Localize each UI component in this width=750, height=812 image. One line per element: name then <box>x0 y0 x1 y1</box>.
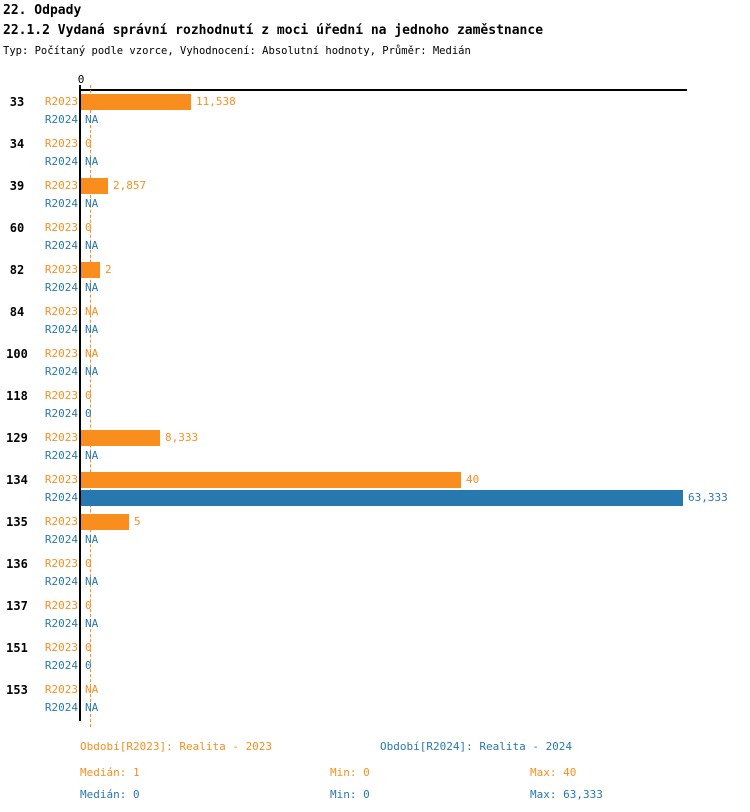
legend-item-r2023: Období[R2023]: Realita - 2023 <box>80 740 273 753</box>
bar-r2023 <box>81 430 160 446</box>
series-row-label: R2023 <box>44 599 78 612</box>
value-label: 0 <box>85 407 92 420</box>
category-label: 137 <box>6 599 28 613</box>
category-label: 129 <box>6 431 28 445</box>
value-label: NA <box>85 683 99 696</box>
series-row-label: R2024 <box>44 701 78 714</box>
value-label: NA <box>85 347 99 360</box>
stat-max-r2023: Max: 40 <box>530 766 577 779</box>
series-row-label: R2023 <box>44 137 78 150</box>
bar-r2023 <box>81 472 461 488</box>
value-label: NA <box>85 197 99 210</box>
category-label: 151 <box>6 641 28 655</box>
series-row-label: R2024 <box>44 575 78 588</box>
value-label: NA <box>85 575 99 588</box>
stat-median-r2024: Medián: 0 <box>80 788 140 801</box>
bar-r2023 <box>81 514 129 530</box>
series-row-label: R2024 <box>44 239 78 252</box>
value-label: NA <box>85 239 99 252</box>
zero-baseline <box>79 85 81 721</box>
value-label: 2 <box>105 263 112 276</box>
category-label: 33 <box>9 95 25 109</box>
category-label: 135 <box>6 515 28 529</box>
value-label: 0 <box>85 389 92 402</box>
value-label: 0 <box>85 221 92 234</box>
series-row-label: R2023 <box>44 641 78 654</box>
value-label: 0 <box>85 641 92 654</box>
value-label: NA <box>85 281 99 294</box>
series-row-label: R2023 <box>44 389 78 402</box>
value-label: 63,333 <box>688 491 728 504</box>
category-label: 136 <box>6 557 28 571</box>
series-row-label: R2024 <box>44 323 78 336</box>
category-label: 34 <box>9 137 25 151</box>
x-axis-line <box>80 89 687 91</box>
series-row-label: R2023 <box>44 95 78 108</box>
value-label: 40 <box>466 473 480 486</box>
value-label: NA <box>85 533 99 546</box>
series-row-label: R2023 <box>44 515 78 528</box>
category-label: 118 <box>6 389 28 403</box>
series-row-label: R2024 <box>44 197 78 210</box>
value-label: NA <box>85 323 99 336</box>
legend-item-r2024: Období[R2024]: Realita - 2024 <box>380 740 573 753</box>
category-label: 134 <box>6 473 28 487</box>
category-label: 153 <box>6 683 28 697</box>
value-label: 2,857 <box>113 179 147 192</box>
series-row-label: R2024 <box>44 407 78 420</box>
series-row-label: R2023 <box>44 305 78 318</box>
value-label: 8,333 <box>165 431 199 444</box>
stat-median-r2023: Medián: 1 <box>80 766 140 779</box>
stat-min-r2024: Min: 0 <box>330 788 370 801</box>
series-row-label: R2023 <box>44 473 78 486</box>
median-reference-line <box>90 85 91 727</box>
indicator-title: 22.1.2 Vydaná správní rozhodnutí z moci … <box>3 23 544 38</box>
series-row-label: R2023 <box>44 221 78 234</box>
series-row-label: R2023 <box>44 557 78 570</box>
value-label: 0 <box>85 659 92 672</box>
value-label: NA <box>85 449 99 462</box>
series-row-label: R2023 <box>44 431 78 444</box>
series-row-label: R2024 <box>44 155 78 168</box>
value-label: 0 <box>85 137 92 150</box>
value-label: NA <box>85 305 99 318</box>
series-row-label: R2024 <box>44 491 78 504</box>
series-row-label: R2024 <box>44 659 78 672</box>
bar-r2023 <box>81 262 100 278</box>
chapter-title: 22. Odpady <box>3 3 82 18</box>
bar-r2023 <box>81 178 108 194</box>
value-label: NA <box>85 113 99 126</box>
series-row-label: R2023 <box>44 263 78 276</box>
category-label: 60 <box>9 221 25 235</box>
series-row-label: R2024 <box>44 449 78 462</box>
bar-r2023 <box>81 94 191 110</box>
series-row-label: R2024 <box>44 281 78 294</box>
series-row-label: R2024 <box>44 365 78 378</box>
value-label: NA <box>85 617 99 630</box>
value-label: NA <box>85 155 99 168</box>
category-label: 84 <box>9 305 25 319</box>
stat-min-r2023: Min: 0 <box>330 766 370 779</box>
series-row-label: R2023 <box>44 683 78 696</box>
value-label: 11,538 <box>196 95 236 108</box>
value-label: NA <box>85 365 99 378</box>
stat-max-r2024: Max: 63,333 <box>530 788 603 801</box>
series-row-label: R2023 <box>44 347 78 360</box>
x-axis-zero-tick-label: 0 <box>77 73 85 86</box>
value-label: 5 <box>134 515 141 528</box>
series-row-label: R2024 <box>44 533 78 546</box>
category-label: 100 <box>6 347 28 361</box>
value-label: NA <box>85 701 99 714</box>
series-row-label: R2024 <box>44 113 78 126</box>
value-label: 0 <box>85 599 92 612</box>
bar-r2024 <box>81 490 683 506</box>
chart-subtitle: Typ: Počítaný podle vzorce, Vyhodnocení:… <box>3 45 471 57</box>
series-row-label: R2024 <box>44 617 78 630</box>
category-label: 82 <box>9 263 25 277</box>
series-row-label: R2023 <box>44 179 78 192</box>
value-label: 0 <box>85 557 92 570</box>
category-label: 39 <box>9 179 25 193</box>
